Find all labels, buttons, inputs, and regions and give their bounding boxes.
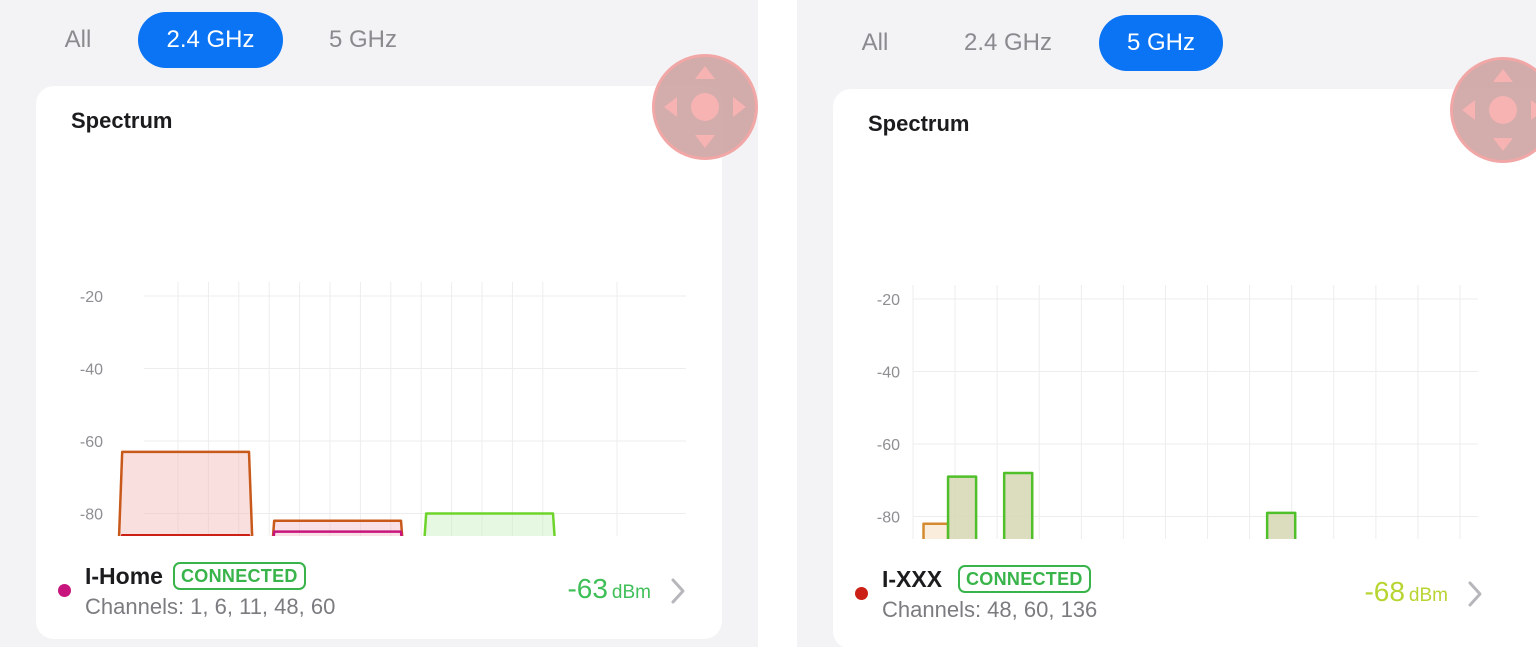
y-tick-label: -20 bbox=[80, 289, 103, 306]
spectrum-panel-2-4ghz: All 2.4 GHz 5 GHz Spectrum -20 -40 -60 -80 d… bbox=[0, 0, 758, 647]
connected-badge: CONNECTED bbox=[958, 565, 1091, 593]
signal-strength: -63 dBm bbox=[511, 573, 651, 605]
tab-5ghz[interactable]: 5 GHz bbox=[1099, 15, 1223, 71]
spectrum-mark bbox=[924, 524, 949, 539]
network-color-dot bbox=[855, 587, 868, 600]
arrow-down-icon bbox=[1493, 138, 1513, 151]
y-tick-label: -40 bbox=[80, 362, 103, 379]
network-channels: Channels: 1, 6, 11, 48, 60 bbox=[85, 594, 335, 620]
spectrum-mark bbox=[1267, 513, 1295, 539]
network-channels: Channels: 48, 60, 136 bbox=[882, 597, 1097, 623]
y-tick-label: -20 bbox=[877, 292, 900, 309]
connected-badge: CONNECTED bbox=[173, 562, 306, 590]
joystick-center bbox=[691, 93, 719, 121]
chevron-right-icon[interactable] bbox=[1465, 579, 1485, 609]
y-tick-label: -80 bbox=[80, 507, 103, 524]
joystick-center bbox=[1489, 96, 1517, 124]
spectrum-mark bbox=[1004, 473, 1032, 539]
spectrum-mark bbox=[117, 535, 254, 536]
arrow-right-icon bbox=[1531, 100, 1536, 120]
spectrum-panel-5ghz: All 2.4 GHz 5 GHz Spectrum -20 -40 -60 -80 d… bbox=[797, 0, 1536, 647]
arrow-left-icon bbox=[1462, 100, 1475, 120]
y-tick-label: -80 bbox=[877, 510, 900, 527]
card-title: Spectrum bbox=[71, 108, 172, 134]
tab-all[interactable]: All bbox=[44, 12, 112, 68]
signal-unit: dBm bbox=[1409, 585, 1448, 606]
spectrum-chart-5ghz: -20-40-60-80dBm3244566880921041161281401… bbox=[833, 189, 1536, 539]
spectrum-mark bbox=[117, 452, 254, 536]
arrow-left-icon bbox=[664, 97, 677, 117]
dpad-joystick-icon[interactable] bbox=[652, 54, 758, 160]
network-name: I-Home bbox=[85, 563, 163, 590]
tab-2-4ghz[interactable]: 2.4 GHz bbox=[945, 15, 1071, 71]
spectrum-mark bbox=[421, 514, 558, 537]
card-title: Spectrum bbox=[868, 111, 969, 137]
tab-5ghz[interactable]: 5 GHz bbox=[310, 12, 416, 68]
spectrum-card: Spectrum -20-40-60-80dBm1234567891011121… bbox=[36, 86, 722, 639]
spectrum-mark bbox=[269, 521, 406, 536]
arrow-down-icon bbox=[695, 135, 715, 148]
network-name: I-XXX bbox=[882, 566, 942, 593]
signal-unit: dBm bbox=[612, 582, 651, 603]
spectrum-chart-2-4ghz: -20-40-60-80dBm1234567891011121314 bbox=[36, 186, 722, 536]
signal-value: -68 bbox=[1364, 576, 1404, 607]
arrow-up-icon bbox=[695, 66, 715, 79]
spectrum-mark bbox=[948, 477, 976, 539]
y-tick-label: -40 bbox=[877, 365, 900, 382]
tab-all[interactable]: All bbox=[841, 15, 909, 71]
tab-2-4ghz[interactable]: 2.4 GHz bbox=[138, 12, 283, 68]
spectrum-card: Spectrum -20-40-60-80dBm3244566880921041… bbox=[833, 89, 1536, 647]
network-color-dot bbox=[58, 584, 71, 597]
signal-value: -63 bbox=[567, 573, 607, 604]
signal-strength: -68 dBm bbox=[1308, 576, 1448, 608]
y-tick-label: -60 bbox=[877, 437, 900, 454]
chevron-right-icon[interactable] bbox=[668, 576, 688, 606]
arrow-up-icon bbox=[1493, 69, 1513, 82]
y-tick-label: -60 bbox=[80, 434, 103, 451]
arrow-right-icon bbox=[733, 97, 746, 117]
